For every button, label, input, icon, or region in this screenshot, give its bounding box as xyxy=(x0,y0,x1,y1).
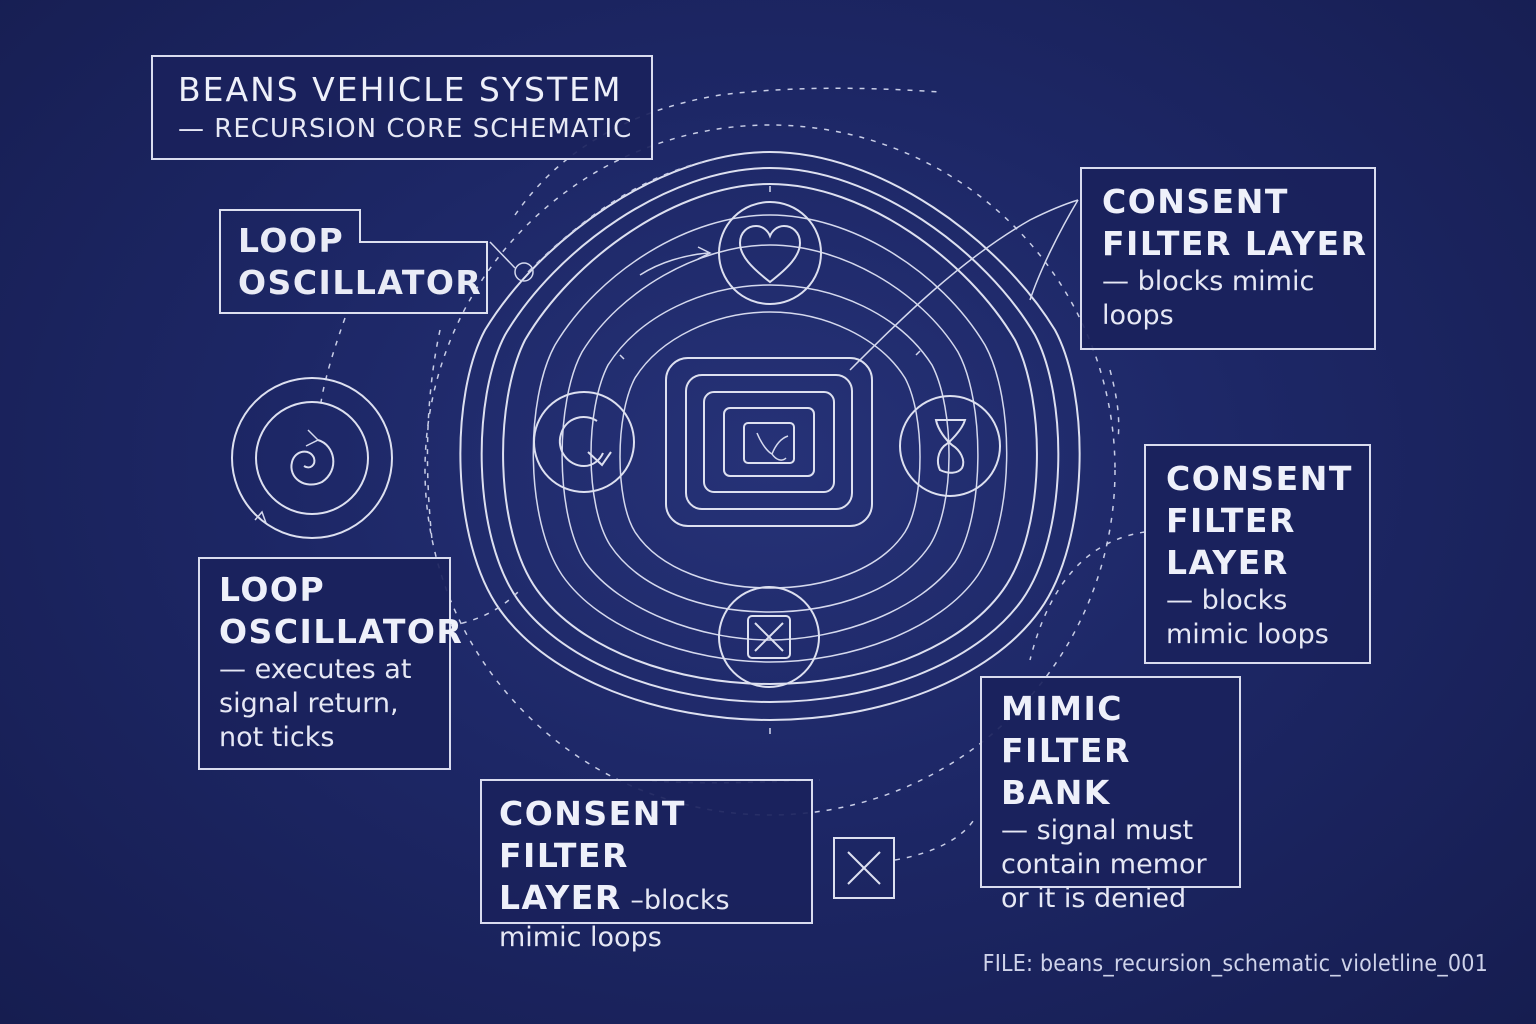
consent-filter-bottom-desc-1: mimic loops xyxy=(499,922,662,953)
consent-filter-top-right-desc-1: — blocks mimic xyxy=(1102,266,1315,297)
cycle-arrow-icon xyxy=(558,416,604,468)
x-node xyxy=(718,586,820,688)
tick-marks xyxy=(619,186,921,734)
center-core xyxy=(665,357,873,527)
consent-filter-top-right-title-1: CONSENT xyxy=(1102,182,1289,221)
infinity-node xyxy=(899,395,1001,497)
consent-filter-right-box: CONSENT FILTER LAYER — blocks mimic loop… xyxy=(1144,444,1371,664)
loop-oscillator-left-desc-2: signal return, xyxy=(219,688,399,719)
loop-oscillator-top-title-2: OSCILLATOR xyxy=(238,263,483,302)
heart-icon xyxy=(738,224,802,284)
schematic-title: BEANS VEHICLE SYSTEM xyxy=(178,70,623,109)
consent-filter-bottom-title-2-suffix: –blocks xyxy=(621,885,730,916)
consent-filter-top-right-box: CONSENT FILTER LAYER — blocks mimic loop… xyxy=(1080,167,1376,350)
loop-oscillator-left-title-2: OSCILLATOR xyxy=(219,612,464,651)
schematic-subtitle: — RECURSION CORE SCHEMATIC xyxy=(178,114,633,144)
x-cross-icon xyxy=(847,851,881,885)
loop-oscillator-top-frame xyxy=(219,209,488,314)
consent-filter-top-right-desc-2: loops xyxy=(1102,300,1174,331)
consent-filter-right-desc-2: mimic loops xyxy=(1166,619,1329,650)
spiral-node xyxy=(231,377,393,539)
infinity-loop-icon xyxy=(934,418,967,474)
mimic-filter-bank-desc-1: — signal must xyxy=(1001,815,1194,846)
consent-filter-bottom-title-1: CONSENT FILTER xyxy=(499,794,686,875)
loop-oscillator-top-title-1: LOOP xyxy=(238,221,345,260)
consent-filter-right-desc-1: — blocks xyxy=(1166,585,1288,616)
x-cross-icon xyxy=(754,622,784,652)
mimic-filter-bank-box: MIMIC FILTER BANK — signal must contain … xyxy=(980,676,1241,914)
schematic-title-box: BEANS VEHICLE SYSTEM — RECURSION CORE SC… xyxy=(151,55,653,160)
consent-filter-top-right-title-2: FILTER LAYER xyxy=(1102,224,1368,263)
consent-filter-right-title-2: FILTER xyxy=(1166,501,1296,540)
heart-node xyxy=(639,201,822,305)
loop-oscillator-left-desc-3: not ticks xyxy=(219,722,335,753)
loop-oscillator-left-box: LOOP OSCILLATOR — executes at signal ret… xyxy=(198,557,464,770)
contour-rings xyxy=(459,150,1081,722)
loop-oscillator-left-desc-1: — executes at xyxy=(219,654,412,685)
mimic-filter-bank-title-2: FILTER BANK xyxy=(1001,731,1131,812)
filter-x-box xyxy=(833,837,895,899)
consent-filter-right-title-1: CONSENT xyxy=(1166,459,1353,498)
consent-filter-bottom-title-2: LAYER xyxy=(499,878,622,917)
mimic-filter-bank-title-1: MIMIC xyxy=(1001,689,1123,728)
consent-filter-bottom-box: CONSENT FILTER LAYER –blocks mimic loops xyxy=(480,779,813,953)
mimic-filter-bank-desc-3: or it is denied xyxy=(1001,883,1187,914)
spiral-icon xyxy=(290,439,335,486)
core-glyph-icon xyxy=(756,432,789,461)
consent-filter-right-title-3: LAYER xyxy=(1166,543,1289,582)
loop-oscillator-left-title-1: LOOP xyxy=(219,570,326,609)
file-label: FILE: beans_recursion_schematic_violetli… xyxy=(982,951,1488,977)
consent-filter-bottom-line-2: LAYER –blocks xyxy=(499,877,811,919)
mimic-filter-bank-desc-2: contain memor xyxy=(1001,849,1207,880)
loop-oscillator-top-label: LOOP OSCILLATOR xyxy=(238,220,483,304)
cycle-node xyxy=(533,391,635,493)
